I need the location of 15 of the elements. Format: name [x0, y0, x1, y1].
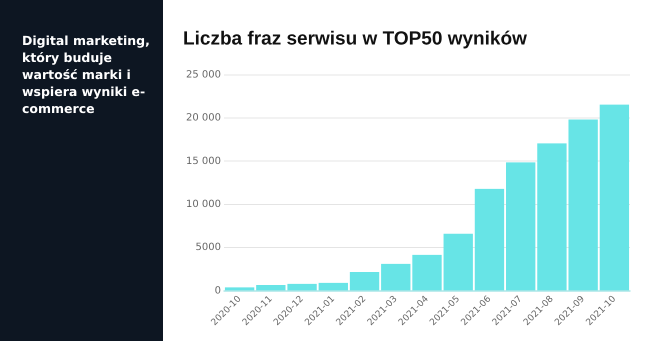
- bar: [287, 284, 317, 290]
- bar: [318, 282, 348, 290]
- text: Digital marketing, który buduje wartość marki i wspiera wyniki e-commerce: [22, 32, 151, 117]
- bar: [350, 272, 380, 290]
- y-tick-label: 20 000: [186, 112, 221, 124]
- y-tick-label: 25 000: [186, 69, 221, 80]
- bar: [412, 254, 442, 290]
- bar: [381, 264, 410, 290]
- y-tick-label: 15 000: [186, 156, 221, 167]
- bar: [444, 234, 473, 290]
- y-tick-label: 5000: [196, 242, 221, 254]
- chart-title: Liczba fraz serwisu w TOP50 wyników: [183, 28, 528, 50]
- y-tick-label: 0: [214, 285, 221, 296]
- y-tick-label: 10 000: [186, 198, 221, 210]
- bar: [474, 188, 504, 290]
